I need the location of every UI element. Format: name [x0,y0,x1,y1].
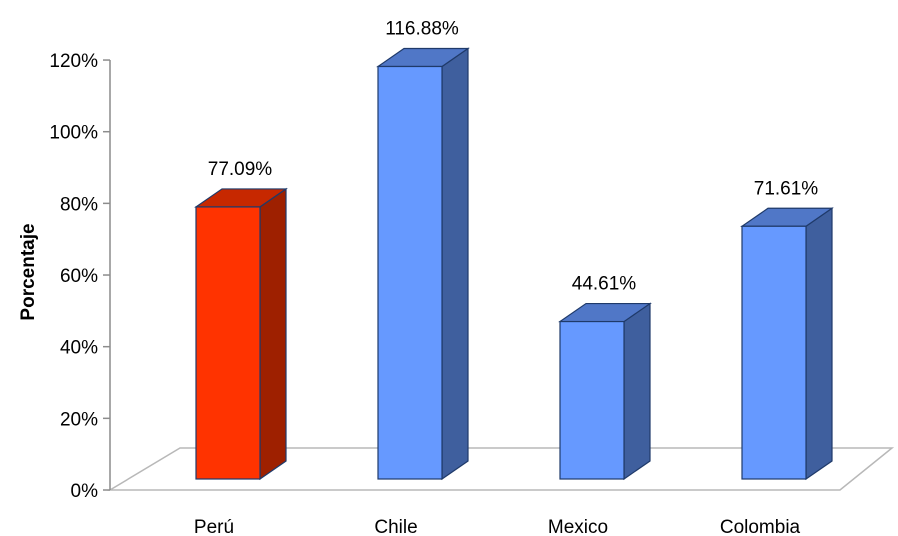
data-label: 71.61% [754,178,819,199]
y-tick-label: 20% [60,409,98,430]
bar-front-face [195,206,261,480]
y-tick-label: 60% [60,266,98,287]
x-category-label: Perú [194,517,234,536]
y-tick-label: 120% [49,51,98,72]
y-tick-label: 0% [71,481,99,502]
x-category-label: Mexico [548,517,608,536]
y-tick-label: 80% [60,194,98,215]
labels: 77.09% Perú 116.88% Chile 44.61% Mexico 71.61%… [194,19,818,536]
bar [376,47,470,481]
bars [194,47,834,481]
y-axis-title: Porcentaje [18,223,39,320]
y-tick-label: 40% [60,338,98,359]
bar-side-face [805,207,833,481]
data-label: 44.61% [572,274,637,295]
bar [740,207,834,481]
bar-side-face [441,47,469,481]
bar-side-face [623,302,651,481]
x-category-label: Chile [374,517,417,536]
x-category-label: Colombia [720,517,801,536]
bar [558,302,652,481]
bar-front-face [559,320,625,480]
data-label: 116.88% [385,19,459,40]
y-tick-label: 100% [49,123,98,144]
bar-front-face [377,65,443,480]
chart-floor [107,447,895,491]
data-label: 77.09% [208,159,273,180]
bar-side-face [259,187,287,481]
floor-plane [107,447,895,491]
value-axis: 0% 20% 40% 60% 80% 100% 120% [49,51,111,502]
bar-front-face [741,225,807,480]
bar [194,187,288,481]
